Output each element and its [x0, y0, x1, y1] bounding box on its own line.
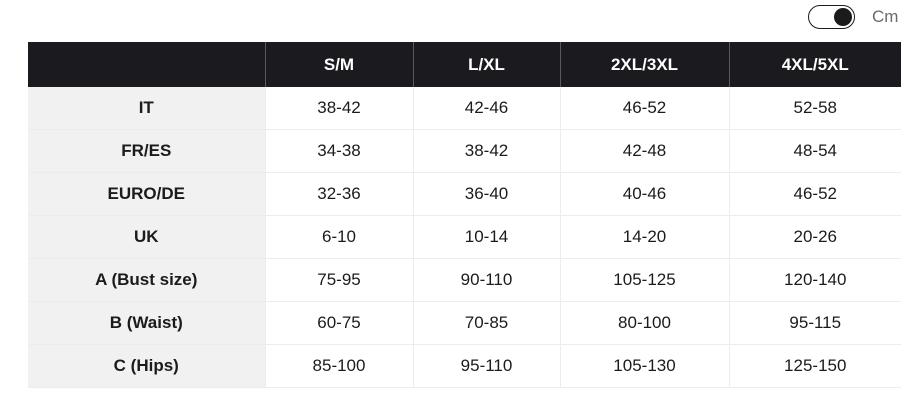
table-cell: 20-26 — [728, 215, 901, 259]
table-row: EURO/DE 32-36 36-40 40-46 46-52 — [28, 172, 901, 216]
row-label-uk: UK — [28, 215, 265, 259]
table-row: IT 38-42 42-46 46-52 52-58 — [28, 87, 901, 130]
table-cell: 38-42 — [264, 87, 413, 130]
header-cell-s-m: S/M — [264, 42, 413, 87]
header-cell-empty — [28, 42, 265, 87]
table-cell: 46-52 — [728, 172, 901, 216]
table-row: FR/ES 34-38 38-42 42-48 48-54 — [28, 129, 901, 173]
table-cell: 80-100 — [559, 301, 729, 345]
table-row: B (Waist) 60-75 70-85 80-100 95-115 — [28, 301, 901, 345]
table-cell: 10-14 — [412, 215, 560, 259]
toggle-knob — [834, 8, 852, 26]
table-cell: 75-95 — [264, 258, 413, 302]
unit-toggle-label: Cm — [872, 7, 899, 26]
table-cell: 85-100 — [264, 344, 413, 388]
size-table: S/M L/XL 2XL/3XL 4XL/5XL IT 38-42 42-46 … — [28, 42, 901, 388]
table-cell: 36-40 — [412, 172, 560, 216]
row-label-it: IT — [28, 87, 265, 130]
table-cell: 105-130 — [559, 344, 729, 388]
row-label-waist: B (Waist) — [28, 301, 265, 345]
header-cell-2xl-3xl: 2XL/3XL — [559, 42, 729, 87]
table-cell: 32-36 — [264, 172, 413, 216]
table-cell: 60-75 — [264, 301, 413, 345]
row-label-euro-de: EURO/DE — [28, 172, 265, 216]
table-cell: 95-110 — [412, 344, 560, 388]
row-label-bust-size: A (Bust size) — [28, 258, 265, 302]
size-table-header-row: S/M L/XL 2XL/3XL 4XL/5XL — [28, 42, 901, 87]
table-cell: 38-42 — [412, 129, 560, 173]
table-cell: 125-150 — [728, 344, 901, 388]
table-cell: 95-115 — [728, 301, 901, 345]
row-label-hips: C (Hips) — [28, 344, 265, 388]
table-cell: 105-125 — [559, 258, 729, 302]
table-cell: 42-48 — [559, 129, 729, 173]
table-cell: 42-46 — [412, 87, 560, 130]
table-cell: 6-10 — [264, 215, 413, 259]
table-cell: 52-58 — [728, 87, 901, 130]
table-cell: 14-20 — [559, 215, 729, 259]
table-cell: 40-46 — [559, 172, 729, 216]
header-cell-l-xl: L/XL — [412, 42, 560, 87]
table-cell: 120-140 — [728, 258, 901, 302]
unit-toggle-switch[interactable] — [808, 5, 855, 29]
table-cell: 48-54 — [728, 129, 901, 173]
row-label-fr-es: FR/ES — [28, 129, 265, 173]
table-cell: 46-52 — [559, 87, 729, 130]
table-cell: 70-85 — [412, 301, 560, 345]
unit-toggle[interactable]: Cm — [808, 4, 898, 30]
header-cell-4xl-5xl: 4XL/5XL — [728, 42, 901, 87]
table-row: C (Hips) 85-100 95-110 105-130 125-150 — [28, 344, 901, 388]
table-cell: 90-110 — [412, 258, 560, 302]
table-cell: 34-38 — [264, 129, 413, 173]
table-row: A (Bust size) 75-95 90-110 105-125 120-1… — [28, 258, 901, 302]
table-row: UK 6-10 10-14 14-20 20-26 — [28, 215, 901, 259]
